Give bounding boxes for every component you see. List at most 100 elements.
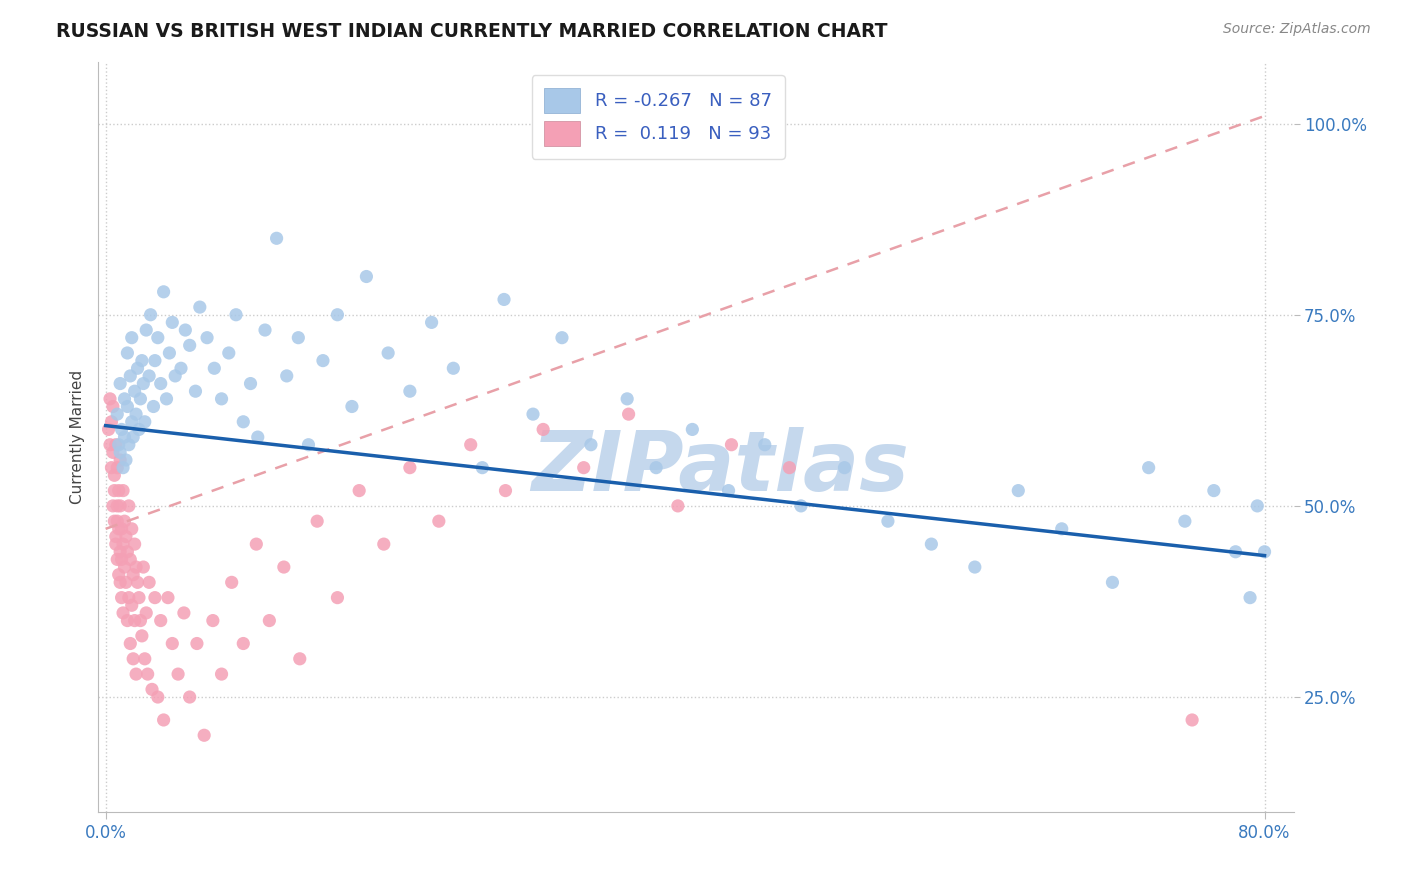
Point [138,575,160,590]
Point [174,323,197,337]
Point [377,346,399,360]
Point [103,468,125,483]
Point [186,636,208,650]
Text: RUSSIAN VS BRITISH WEST INDIAN CURRENTLY MARRIED CORRELATION CHART: RUSSIAN VS BRITISH WEST INDIAN CURRENTLY… [56,22,887,41]
Point [259,614,281,628]
Point [121,522,143,536]
Point [127,361,149,376]
Point [232,415,254,429]
Point [1225,545,1247,559]
Point [356,269,378,284]
Point [131,629,153,643]
Point [117,400,139,414]
Point [105,407,128,421]
Point [105,499,128,513]
Point [165,368,187,383]
Point [110,422,132,436]
Point [211,667,233,681]
Point [681,422,703,436]
Point [135,606,157,620]
Point [118,591,141,605]
Point [218,346,240,360]
Point [117,346,139,360]
Point [266,231,288,245]
Point [122,567,145,582]
Point [170,361,193,376]
Point [108,376,131,391]
Point [108,453,131,467]
Point [790,499,813,513]
Point [107,438,129,452]
Point [120,368,142,383]
Point [107,522,129,536]
Point [340,400,363,414]
Point [120,636,142,650]
Point [1174,514,1197,528]
Point [162,315,184,329]
Point [273,560,295,574]
Point [155,392,177,406]
Point [179,338,201,352]
Point [152,713,174,727]
Point [179,690,201,704]
Point [104,529,127,543]
Point [326,308,349,322]
Point [232,636,254,650]
Point [963,560,986,574]
Point [105,552,128,566]
Point [399,384,422,399]
Point [122,430,145,444]
Point [103,483,125,498]
Point [152,285,174,299]
Point [129,614,152,628]
Point [114,430,136,444]
Point [221,575,243,590]
Point [572,460,595,475]
Point [288,652,311,666]
Point [754,438,776,452]
Point [373,537,395,551]
Point [100,415,122,429]
Point [1202,483,1225,498]
Point [112,537,135,551]
Point [107,567,129,582]
Point [146,690,169,704]
Point [287,331,309,345]
Point [124,537,146,551]
Point [239,376,262,391]
Point [143,591,166,605]
Point [108,445,131,459]
Point [149,376,172,391]
Point [146,331,169,345]
Point [127,575,149,590]
Point [141,682,163,697]
Point [778,460,800,475]
Point [110,591,132,605]
Point [112,483,135,498]
Legend: R = -0.267   N = 87, R =  0.119   N = 93: R = -0.267 N = 87, R = 0.119 N = 93 [531,75,785,159]
Point [312,353,335,368]
Point [1137,460,1160,475]
Point [101,499,124,513]
Point [156,591,179,605]
Point [920,537,942,551]
Point [128,591,150,605]
Point [246,430,269,444]
Point [110,522,132,536]
Point [107,483,129,498]
Point [441,361,464,376]
Point [135,323,157,337]
Point [115,575,138,590]
Point [616,392,638,406]
Point [110,552,132,566]
Point [211,392,233,406]
Point [1239,591,1261,605]
Point [522,407,544,421]
Point [720,438,742,452]
Point [104,438,127,452]
Point [1181,713,1204,727]
Point [121,331,143,345]
Point [202,361,225,376]
Point [1050,522,1073,536]
Point [188,300,211,314]
